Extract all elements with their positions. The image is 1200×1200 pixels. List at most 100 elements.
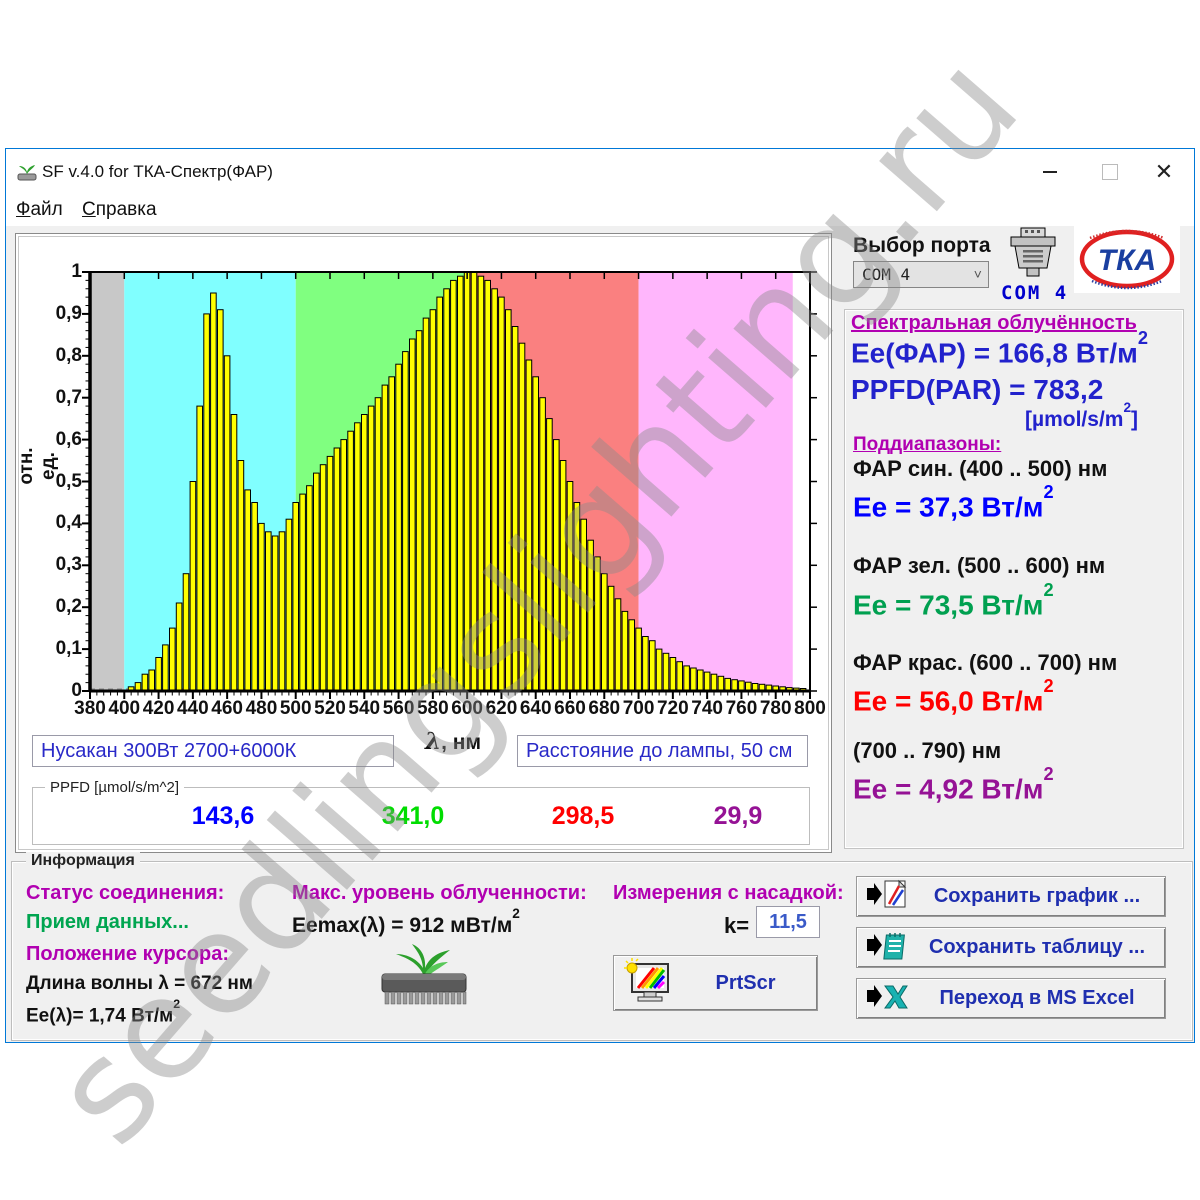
excel-button[interactable]: Переход в MS Excel (856, 978, 1166, 1019)
save-graph-icon (867, 878, 909, 915)
x-tick: 520 (314, 698, 346, 719)
ppfd-value-purple: 29,9 (713, 802, 763, 830)
x-tick: 800 (794, 698, 826, 719)
nozzle-measure-label: Измерения с насадкой: (613, 882, 844, 904)
x-tick: 500 (279, 698, 312, 719)
ppfd-par-value: PPFD(PAR) = 783,2 (851, 374, 1104, 405)
ppfd-value-green: 341,0 (381, 802, 445, 830)
chip-plant-icon (378, 944, 470, 1013)
y-tick: 0,9 (55, 302, 82, 324)
x-tick: 460 (211, 698, 243, 719)
com-port-status: COM 4 (1001, 282, 1069, 304)
x-tick: 580 (416, 698, 449, 719)
x-tick: 440 (176, 698, 209, 719)
x-tick: 400 (108, 698, 141, 719)
cursor-ee: Ee(λ)= 1,74 Вт/м2 (26, 997, 181, 1027)
subranges-title: Поддиапазоны: (853, 434, 1002, 455)
ee-far-value: Ee(ФАР) = 166,8 Вт/м2 (851, 327, 1148, 369)
distance-input[interactable] (517, 735, 808, 767)
minimize-button[interactable] (1026, 149, 1074, 195)
com-port-select[interactable]: COM 4 ˅ (853, 261, 989, 288)
app-icon (16, 161, 38, 183)
save-graph-button[interactable]: Сохранить график ... (856, 876, 1166, 917)
x-tick: 620 (485, 698, 518, 719)
maximize-button[interactable] (1086, 149, 1134, 195)
spectral-title: Спектральная облучённость (851, 312, 1137, 334)
window-title: SF v.4.0 for ТКА-Спектр(ФАР) (42, 162, 273, 181)
x-tick: 740 (691, 698, 723, 719)
save-graph-label: Сохранить график ... (933, 885, 1141, 907)
subrange-blue-value: Ee = 37,3 Вт/м2 (853, 481, 1054, 523)
info-groupbox: Информация (11, 852, 1193, 1041)
eemax-value: Eemax(λ) = 912 мВт/м2 (292, 905, 520, 937)
close-icon: ✕ (1154, 159, 1174, 184)
x-tick: 560 (382, 698, 415, 719)
prtscr-monitor-icon (624, 957, 674, 1009)
lamp-name-input[interactable] (32, 735, 394, 767)
y-tick: 0,3 (55, 554, 82, 576)
save-table-button[interactable]: Сохранить таблицу ... (856, 927, 1166, 968)
chart-panel: отн. ед. 1 0,9 0,8 0,7 0,6 0,5 0,4 0,3 0,2 0,1 0 3… (15, 233, 832, 853)
y-tick: 0,6 (55, 428, 82, 450)
x-tick: 720 (656, 698, 689, 719)
y-tick: 0,1 (55, 638, 82, 660)
com-port-icon (1006, 227, 1060, 284)
excel-icon (867, 980, 909, 1017)
tka-logo-text: ТКА (1098, 244, 1156, 277)
connection-status-value: Прием данных... (26, 911, 189, 933)
close-button[interactable]: ✕ (1140, 149, 1188, 195)
menu-help[interactable]: Справка (82, 199, 157, 220)
k-label: k= (724, 913, 750, 938)
x-tick: 420 (142, 698, 175, 719)
x-tick: 660 (554, 698, 586, 719)
save-table-label: Сохранить таблицу ... (928, 936, 1146, 958)
subrange-blue-label: ФАР син. (400 .. 500) нм (853, 456, 1108, 481)
app-window: SF v.4.0 for ТКА-Спектр(ФАР) ✕ Файл Спра… (5, 148, 1195, 1043)
x-tick: 600 (451, 698, 483, 719)
x-tick: 760 (725, 698, 758, 719)
menu-file[interactable]: Файл (16, 199, 63, 220)
x-tick: 380 (74, 698, 106, 719)
connection-status-label: Статус соединения: (26, 882, 225, 904)
titlebar: SF v.4.0 for ТКА-Спектр(ФАР) ✕ (6, 149, 1194, 195)
prtscr-button-label: PrtScr (715, 971, 776, 994)
max-irradiance-label: Макс. уровень облученности: (292, 882, 587, 904)
ppfd-groupbox-label: PPFD [µmol/s/m^2] (45, 779, 185, 796)
y-tick: 0,5 (55, 470, 82, 492)
info-groupbox-label: Информация (26, 852, 140, 870)
menubar: Файл Справка (6, 195, 1194, 226)
x-tick: 540 (348, 698, 381, 719)
x-axis-label: λ, нм (424, 728, 482, 755)
x-tick: 680 (588, 698, 621, 719)
y-tick: 0,2 (55, 596, 82, 618)
x-axis-unit: , нм (441, 731, 482, 754)
y-tick: 0,4 (55, 512, 82, 534)
port-select-label: Выбор порта (853, 234, 991, 257)
spectrum-svg (82, 271, 817, 699)
subrange-farred-label: (700 .. 790) нм (853, 738, 1002, 763)
tka-logo: ТКА (1074, 225, 1180, 293)
minimize-icon (1043, 171, 1057, 173)
x-tick: 700 (622, 698, 655, 719)
subrange-green-label: ФАР зел. (500 .. 600) нм (853, 553, 1106, 578)
subrange-farred-value: Ee = 4,92 Вт/м2 (853, 763, 1054, 805)
cursor-wavelength: Длина волны λ = 672 нм (26, 973, 253, 994)
ppfd-unit: [µmol/s/m2] (1025, 399, 1139, 431)
prtscr-button[interactable]: PrtScr (613, 955, 818, 1011)
ppfd-value-blue: 143,6 (191, 802, 255, 830)
x-tick: 780 (759, 698, 792, 719)
y-tick: 0 (71, 680, 82, 701)
plot-area[interactable] (82, 271, 817, 699)
ppfd-groupbox: PPFD [µmol/s/m^2] 143,6 341,0 298,5 29,9 (32, 779, 810, 845)
k-value-input[interactable] (756, 906, 820, 938)
subrange-red-label: ФАР крас. (600 .. 700) нм (853, 650, 1118, 675)
y-tick: 1 (71, 261, 82, 282)
cursor-position-label: Положение курсора: (26, 943, 230, 965)
y-tick: 0,7 (55, 386, 82, 408)
y-tick: 0,8 (55, 344, 82, 366)
subrange-green-value: Ee = 73,5 Вт/м2 (853, 579, 1054, 621)
x-tick: 640 (519, 698, 552, 719)
chevron-down-icon: ˅ (973, 267, 982, 283)
excel-button-label: Переход в MS Excel (939, 987, 1135, 1009)
spectral-panel: Спектральная облучённость Ee(ФАР) = 166,… (844, 309, 1184, 849)
